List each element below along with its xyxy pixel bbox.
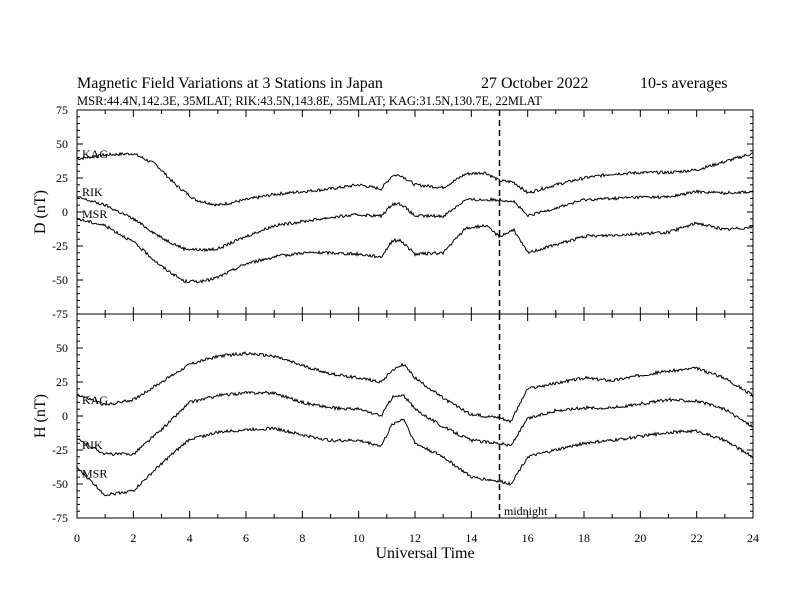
series-label-RIK: RIK: [82, 438, 103, 452]
x-tick-label: 24: [747, 531, 759, 545]
y-tick-label: 75: [56, 103, 68, 117]
y-tick-label: -25: [52, 239, 68, 253]
midnight-label: midnight: [504, 504, 548, 518]
y-tick-label: -75: [52, 511, 68, 525]
x-tick-label: 12: [409, 531, 421, 545]
x-tick-label: 18: [578, 531, 590, 545]
y-axis-label-D: D (nT): [32, 190, 49, 234]
y-tick-label: 0: [62, 409, 68, 423]
panel-frame-D: [76, 109, 754, 315]
x-tick-label: 20: [634, 531, 646, 545]
x-tick-label: 8: [299, 531, 305, 545]
y-tick-label: 50: [56, 137, 68, 151]
x-tick-label: 14: [465, 531, 477, 545]
y-tick-label: 50: [56, 341, 68, 355]
y-tick-label: -75: [52, 307, 68, 321]
x-tick-label: 0: [74, 531, 80, 545]
series-line-MSR: [76, 217, 754, 284]
y-tick-label: -50: [52, 273, 68, 287]
series-line-RIK: [76, 390, 754, 457]
y-tick-label: -50: [52, 477, 68, 491]
x-tick-label: 22: [691, 531, 703, 545]
chart-title: Magnetic Field Variations at 3 Stations …: [77, 75, 383, 92]
x-tick-label: 16: [522, 531, 534, 545]
y-tick-label: 0: [62, 205, 68, 219]
series-line-MSR: [76, 418, 754, 497]
x-axis-label: Universal Time: [375, 545, 474, 562]
y-tick-label: 25: [56, 375, 68, 389]
x-tick-label: 6: [243, 531, 249, 545]
y-axis-label-H: H (nT): [32, 394, 49, 438]
series-line-KAG: [76, 151, 754, 207]
y-tick-label: -25: [52, 443, 68, 457]
series-label-MSR: MSR: [82, 467, 107, 481]
station-info: MSR:44.4N,142.3E, 35MLAT; RIK:43.5N,143.…: [77, 94, 542, 108]
x-tick-label: 4: [187, 531, 193, 545]
panel-frame-H: [76, 313, 754, 519]
chart-date: 27 October 2022: [481, 75, 589, 92]
y-tick-label: 25: [56, 171, 68, 185]
chart-averaging: 10-s averages: [640, 75, 728, 92]
series-label-RIK: RIK: [82, 185, 103, 199]
x-tick-label: 2: [130, 531, 136, 545]
x-tick-label: 10: [353, 531, 365, 545]
series-line-RIK: [76, 189, 754, 253]
series-line-KAG: [76, 351, 754, 424]
series-label-KAG: KAG: [82, 393, 108, 407]
series-label-MSR: MSR: [82, 207, 107, 221]
series-label-KAG: KAG: [82, 147, 108, 161]
